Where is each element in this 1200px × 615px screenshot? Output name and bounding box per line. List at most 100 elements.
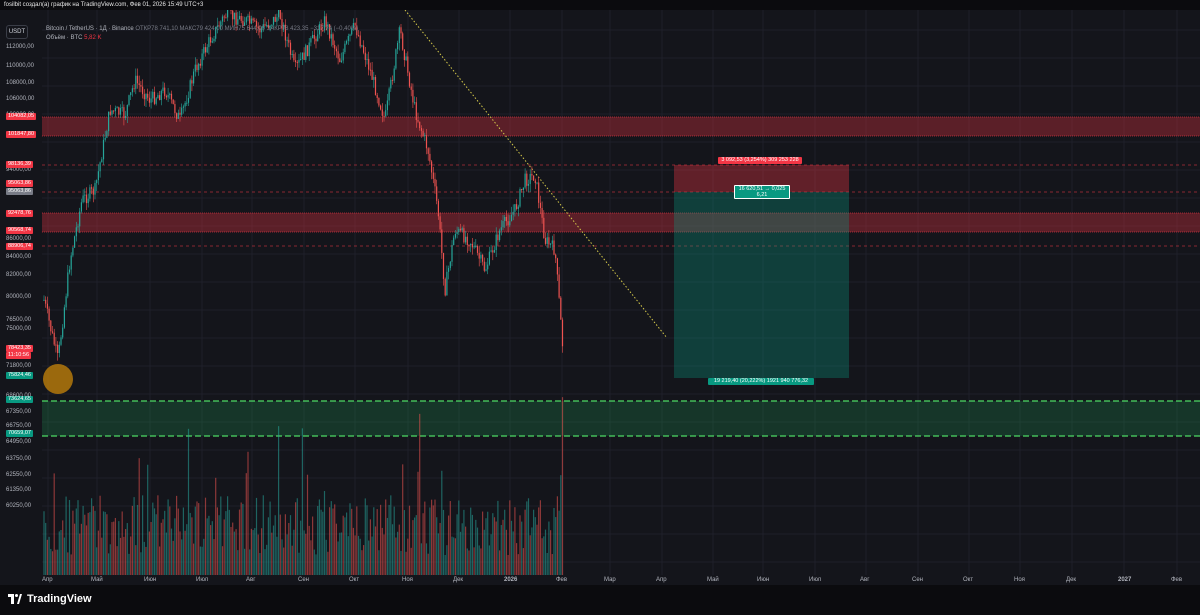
volume-bar (453, 537, 455, 575)
candle-body (91, 187, 93, 189)
volume-bar (483, 529, 485, 575)
candle-body (237, 19, 239, 25)
volume-bar (493, 517, 496, 575)
legend-symbol[interactable]: Bitcoin / TetherUS · 1Д · Binance (46, 26, 134, 32)
volume-bar (560, 475, 562, 575)
candle-body (187, 97, 190, 103)
candle-body (439, 216, 441, 230)
price-tick-label: 76500,00 (6, 317, 32, 323)
candle-body (75, 227, 77, 237)
candle-body (468, 245, 470, 247)
volume-bar (335, 523, 337, 575)
price-marker-label: 11:10:56 (6, 352, 32, 359)
chart-canvas[interactable] (0, 10, 1200, 585)
candle-body (159, 95, 161, 101)
volume-bar (84, 514, 86, 575)
volume-bar (104, 511, 106, 575)
volume-bar (142, 495, 144, 575)
volume-bar (312, 516, 314, 575)
candle-body (482, 254, 484, 262)
candle-body (201, 53, 203, 66)
volume-bar (276, 536, 278, 575)
candle-body (454, 234, 456, 238)
volume-bar (131, 505, 133, 575)
volume-bar (419, 413, 421, 575)
volume-bar (80, 523, 82, 575)
volume-bar (169, 506, 171, 575)
candle-body (126, 104, 128, 116)
candle-body (77, 226, 79, 228)
candle-body (561, 319, 564, 347)
volume-bar (210, 525, 212, 575)
candle-body (276, 17, 278, 22)
volume-bar (130, 536, 132, 575)
candle-body (198, 63, 200, 71)
candle-body (70, 255, 72, 270)
candle-body (516, 204, 518, 209)
price-chart[interactable]: USDT Bitcoin / TetherUS · 1Д · Binance О… (0, 10, 1200, 585)
candle-body (425, 135, 428, 149)
volume-bar (339, 532, 341, 575)
currency-selector[interactable]: USDT (6, 25, 28, 39)
volume-bar (159, 546, 161, 575)
candle-body (349, 34, 351, 36)
candle-body (72, 247, 74, 256)
candle-body (119, 108, 122, 115)
volume-bar (310, 540, 312, 575)
candle-body (293, 54, 295, 61)
candle-body (544, 238, 547, 244)
volume-bar (478, 545, 480, 575)
candle-body (556, 258, 558, 275)
candle-body (461, 228, 463, 231)
volume-bar (417, 471, 419, 575)
price-tick-label: 94000,00 (6, 167, 32, 173)
candle-body (485, 269, 487, 271)
volume-bar (58, 531, 60, 575)
candle-body (459, 228, 462, 231)
candle-body (249, 15, 251, 24)
volume-bar (111, 522, 113, 575)
candle-body (288, 39, 290, 43)
candle-body (221, 16, 224, 22)
volume-bar (397, 531, 399, 575)
volume-bar (334, 504, 336, 575)
price-tick-label: 84000,00 (6, 254, 32, 260)
volume-bar (269, 501, 271, 575)
volume-bar (203, 538, 205, 575)
volume-bar (70, 554, 72, 575)
candle-body (342, 52, 344, 61)
volume-bar (459, 531, 462, 575)
time-tick-label: Май (707, 577, 719, 583)
volume-bar (271, 532, 273, 575)
candle-body (306, 45, 309, 57)
candle-body (448, 267, 450, 272)
time-tick-label: Сен (912, 577, 923, 583)
volume-bar (242, 503, 244, 575)
candle-body (298, 59, 300, 63)
volume-bar (227, 496, 229, 575)
candle-body (164, 87, 166, 96)
volume-bar (218, 515, 220, 575)
volume-bar (291, 545, 293, 575)
position-target-area (674, 192, 849, 378)
volume-bar (386, 517, 388, 575)
price-tick-label: 71800,00 (6, 363, 32, 369)
price-tick-label: 64950,00 (6, 439, 32, 445)
candle-body (478, 252, 480, 259)
tradingview-logo[interactable]: TradingView (8, 593, 92, 605)
volume-bar (199, 546, 201, 575)
volume-bar (461, 523, 463, 575)
volume-bar (538, 507, 540, 575)
volume-bar (371, 536, 373, 575)
candle-body (118, 107, 120, 115)
candle-body (96, 180, 98, 184)
volume-bar (473, 547, 475, 575)
candle-body (169, 93, 171, 96)
time-tick-label: Апр (42, 577, 53, 583)
candle-body (458, 228, 460, 233)
volume-bar (347, 536, 349, 575)
volume-bar (245, 473, 247, 575)
candle-body (269, 25, 271, 28)
volume-bar (48, 536, 50, 575)
price-axis[interactable]: 112000,00110000,00108000,00106000,001000… (0, 10, 42, 585)
